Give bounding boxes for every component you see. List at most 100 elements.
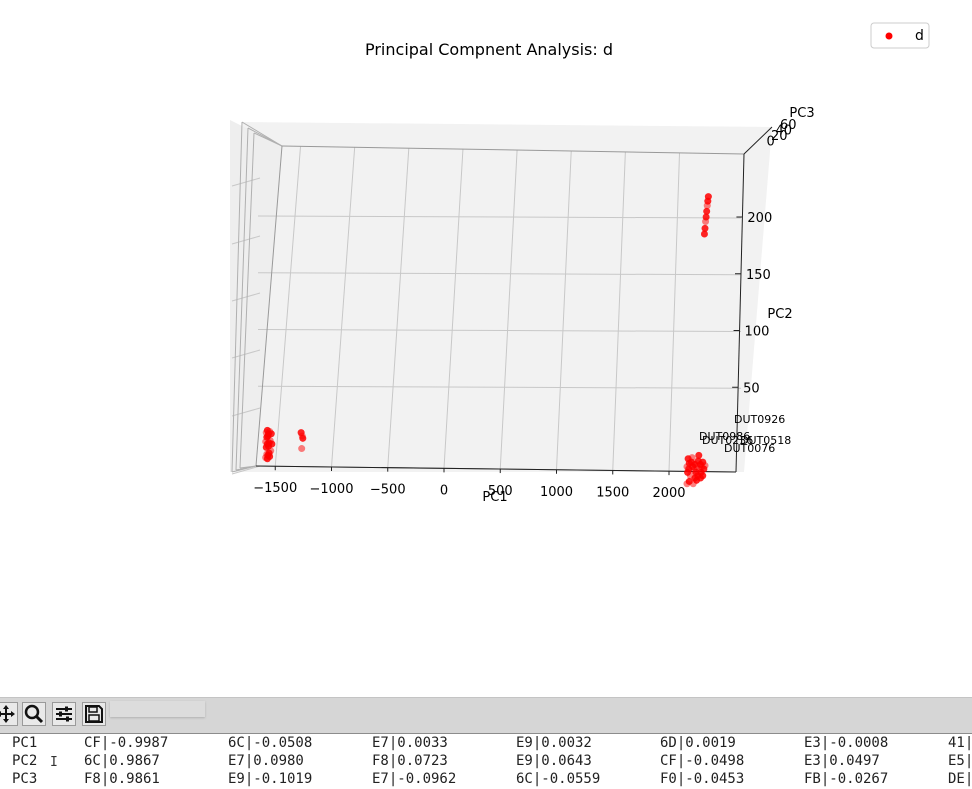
table-cell: 6D|0.0019 <box>660 735 736 751</box>
table-cell: 41| <box>948 735 972 751</box>
table-row: PC2 6C|0.9867 E7|0.0980 F8|0.0723 E9|0.0… <box>0 753 972 771</box>
legend-box <box>870 22 930 49</box>
table-cell: E3|0.0497 <box>804 753 880 769</box>
table-cell: 6C|-0.0559 <box>516 771 601 787</box>
move-button[interactable] <box>0 702 18 726</box>
data-point <box>267 430 275 438</box>
grid-line-depth <box>231 465 261 475</box>
table-row: PC1 CF|-0.9987 6C|-0.0508 E7|0.0033 E9|0… <box>0 735 972 753</box>
y-tick-label: 50 <box>743 381 760 396</box>
data-point <box>688 454 696 462</box>
table-cell: E3|-0.0008 <box>804 735 889 751</box>
point-annotation: DUT0076 <box>724 442 775 455</box>
grid-line-x <box>499 150 518 470</box>
grid-line-depth <box>231 349 261 359</box>
grid-line-x <box>612 151 626 471</box>
move-icon <box>0 705 15 723</box>
legend-label: d <box>915 28 924 44</box>
x-tick-label: 1500 <box>596 485 629 500</box>
table-cell: 6C|0.9867 <box>84 753 160 769</box>
legend-marker <box>885 32 893 40</box>
data-points <box>262 193 712 488</box>
x-axis-label: PC1 <box>482 490 507 505</box>
data-point <box>266 452 274 460</box>
x-tick-label: 2000 <box>652 486 685 501</box>
pc2-axis-line <box>735 153 745 473</box>
z-tick-label: 40 <box>776 124 793 139</box>
grid-line-x <box>443 149 464 469</box>
pca-3d-plot: −1500 −1000 −500 0 500 1000 1500 2000 501001502… <box>230 22 930 505</box>
table-cell: DE| <box>948 771 972 787</box>
table-cell: E9|-0.1019 <box>228 771 313 787</box>
plot-toolbar <box>0 697 972 734</box>
x-tick-label: 0 <box>440 483 448 498</box>
table-row: PC3 F8|0.9861 E9|-0.1019 E7|-0.0962 6C|-… <box>0 771 972 789</box>
table-cell: FB|-0.0267 <box>804 771 889 787</box>
x-tick-label: 500 <box>488 484 513 499</box>
data-point <box>298 445 306 453</box>
data-point <box>700 230 708 238</box>
data-point <box>691 474 699 482</box>
x-tick-label: −1000 <box>310 482 354 497</box>
table-cell: 6C|-0.0508 <box>228 735 313 751</box>
table-cell: E9|0.0032 <box>516 735 592 751</box>
grid-line-x <box>274 146 302 467</box>
legend: d <box>870 22 930 49</box>
y-axis-label: PC2 <box>767 307 792 322</box>
z-tick-label: 60 <box>780 118 797 133</box>
z-tick-label: 20 <box>771 129 788 144</box>
x-ticks: −1500 −1000 −500 0 500 1000 1500 2000 <box>253 466 686 501</box>
table-cell: E9|0.0643 <box>516 753 592 769</box>
left-pane <box>230 120 282 472</box>
grid-line-x <box>556 150 572 470</box>
table-cell: F0|-0.0453 <box>660 771 745 787</box>
table-cell: CF|-0.9987 <box>84 735 169 751</box>
point-annotation: DUT0986 <box>699 430 750 443</box>
data-point <box>299 434 307 442</box>
table-cell: F8|0.9861 <box>84 771 160 787</box>
data-point <box>267 447 275 455</box>
data-point <box>701 462 709 470</box>
x-tick-label: −1500 <box>253 481 297 496</box>
figure-canvas[interactable]: −1500 −1000 −500 0 500 1000 1500 2000 50 100 150 2… <box>0 0 972 697</box>
data-point <box>703 207 711 215</box>
grid-line-depth <box>231 407 261 417</box>
y-tick-label: 150 <box>746 268 771 283</box>
data-point <box>702 218 710 226</box>
zoom-button[interactable] <box>22 702 46 726</box>
grid-line-y <box>257 215 742 219</box>
x-tick-label: 1000 <box>540 485 573 500</box>
grid-line-depth <box>231 235 261 245</box>
y-tick-label: 100 <box>745 325 770 340</box>
configure-subplots-button[interactable] <box>52 702 76 726</box>
grid-line-y <box>257 272 742 276</box>
point-annotation: DUT0518 <box>740 434 791 447</box>
configure-icon <box>56 706 72 722</box>
data-point <box>697 474 704 482</box>
y-tick-label: 200 <box>747 211 772 226</box>
status-message-area <box>110 701 205 717</box>
z-axis-label: PC3 <box>789 106 814 121</box>
y-ticks: 50 100 150 200 <box>732 211 772 396</box>
table-cell: E7|-0.0962 <box>372 771 457 787</box>
z-tick-label: 0 <box>767 135 775 150</box>
table-cell: E5| <box>948 753 972 769</box>
loadings-table: PC1 CF|-0.9987 6C|-0.0508 E7|0.0033 E9|0… <box>0 733 972 787</box>
grid-line-y <box>257 329 742 332</box>
point-annotation: DUT0926 <box>734 413 785 426</box>
save-button[interactable] <box>82 702 106 726</box>
grid-line-x <box>668 152 681 472</box>
data-point <box>268 440 276 448</box>
data-point <box>695 451 703 459</box>
data-point <box>703 202 711 210</box>
pc3-axis-line <box>743 126 773 155</box>
table-cell: CF|-0.0498 <box>660 753 745 769</box>
point-annotation: DUT0236 <box>702 434 753 447</box>
back-pane <box>230 122 772 472</box>
data-point <box>683 480 691 488</box>
chart-title: Principal Compnent Analysis: d <box>365 40 613 59</box>
grid-line-x <box>331 147 356 467</box>
data-point <box>701 224 709 232</box>
